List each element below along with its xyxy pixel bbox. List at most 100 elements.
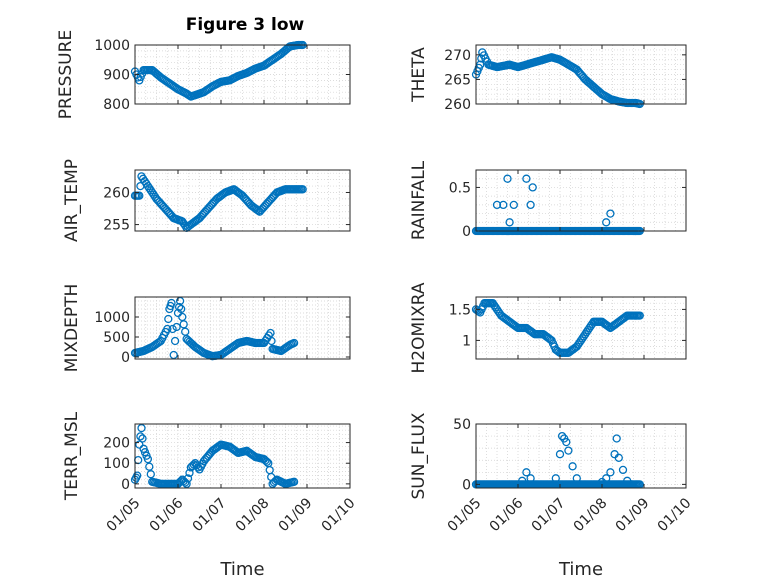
data-point — [578, 334, 587, 343]
data-point — [163, 324, 172, 334]
axes-frame — [134, 296, 351, 360]
data-point — [562, 437, 571, 447]
y-tick-label: 50 — [453, 417, 471, 433]
minor-grid — [475, 296, 687, 360]
data-point — [174, 302, 184, 312]
data-point — [503, 174, 512, 183]
x-axis-label: Time — [558, 559, 603, 580]
data-point — [133, 471, 142, 480]
subplot-pressure: 800 900 1000 PRESSURE — [56, 30, 351, 119]
y-tick-label: 265 — [444, 72, 471, 88]
data-point — [606, 209, 615, 218]
y-tick-label: 1 — [462, 333, 471, 349]
x-tick-label: 01/09 — [613, 495, 653, 535]
x-tick-label: 01/05 — [445, 495, 485, 535]
data-point — [579, 73, 588, 82]
data-point — [582, 327, 591, 337]
data-markers — [130, 40, 307, 101]
axes-frame — [134, 423, 351, 489]
data-point — [606, 468, 615, 477]
x-tick-label: 01/07 — [190, 495, 230, 535]
subplot-theta: 260 265 270 THETA — [409, 44, 687, 113]
data-point — [185, 468, 194, 478]
y-axis-label: TERR_MSL — [62, 411, 82, 501]
y-tick-label: 0 — [462, 224, 471, 240]
y-tick-label: 260 — [444, 97, 471, 113]
y-tick-label: 500 — [103, 330, 130, 346]
x-tick-label: 01/08 — [571, 495, 611, 535]
y-axis-label: THETA — [409, 47, 429, 103]
x-tick-label: 01/09 — [276, 495, 316, 535]
data-point — [145, 462, 154, 471]
data-point — [492, 305, 502, 314]
minor-grid — [475, 169, 687, 232]
data-point — [143, 454, 153, 464]
x-tick-label: 01/06 — [487, 495, 527, 535]
data-point — [568, 462, 577, 471]
data-point — [182, 479, 191, 489]
axes-background — [476, 424, 686, 488]
y-tick-label: 800 — [103, 97, 130, 113]
data-point — [164, 314, 173, 324]
y-axis-label: RAINFALL — [409, 160, 429, 240]
axes-frame — [475, 169, 687, 232]
data-point — [546, 335, 555, 344]
data-point — [262, 457, 272, 466]
data-point — [522, 174, 531, 183]
data-point — [555, 450, 565, 459]
x-tick-label: 01/07 — [529, 495, 569, 535]
data-point — [572, 474, 581, 483]
data-point — [488, 299, 497, 308]
data-point — [572, 342, 581, 351]
data-point — [499, 200, 508, 210]
data-markers — [471, 48, 644, 109]
y-tick-label: 100 — [103, 456, 130, 472]
axes-frame — [134, 169, 351, 232]
data-markers — [471, 299, 644, 357]
data-point — [604, 322, 614, 332]
data-point — [526, 200, 535, 210]
data-point — [557, 431, 567, 441]
data-point — [528, 183, 537, 192]
subplot-sun-flux: 0 50 01/05 01/06 01/07 01/08 01/09 01/10 Time SUN… — [409, 412, 694, 580]
data-point — [586, 321, 595, 331]
subplot-air-temp: 255 260 AIR_TEMP — [62, 159, 351, 242]
data-point — [526, 474, 535, 483]
y-tick-label: 260 — [103, 185, 130, 201]
data-point — [579, 332, 588, 341]
data-point — [576, 336, 586, 345]
data-point — [289, 338, 299, 348]
data-point — [177, 304, 186, 314]
data-point — [574, 340, 583, 349]
data-point — [172, 322, 181, 332]
data-point — [583, 325, 593, 335]
data-point — [167, 298, 176, 308]
y-tick-label: 200 — [103, 436, 130, 452]
data-point — [614, 453, 623, 462]
data-point — [491, 303, 500, 312]
data-point — [492, 200, 502, 210]
data-point — [635, 311, 644, 320]
data-point — [266, 328, 275, 338]
y-tick-label: 1.5 — [449, 302, 471, 318]
axes-frame — [475, 423, 687, 489]
data-point — [602, 218, 611, 227]
subplot-rainfall: 0 0.5 RAINFALL — [409, 160, 687, 240]
y-tick-label: 0 — [121, 477, 130, 493]
data-point — [137, 423, 146, 433]
y-tick-label: 1000 — [94, 310, 130, 326]
data-markers — [130, 296, 299, 361]
data-point — [522, 468, 531, 477]
data-point — [181, 478, 190, 487]
data-point — [298, 185, 307, 194]
data-point — [509, 200, 518, 210]
x-axis-label: Time — [219, 559, 264, 580]
data-point — [564, 446, 573, 455]
data-markers — [130, 423, 299, 489]
data-point — [136, 432, 145, 441]
data-point — [289, 477, 299, 486]
data-point — [146, 470, 155, 479]
x-tick-label: 01/10 — [655, 495, 695, 535]
